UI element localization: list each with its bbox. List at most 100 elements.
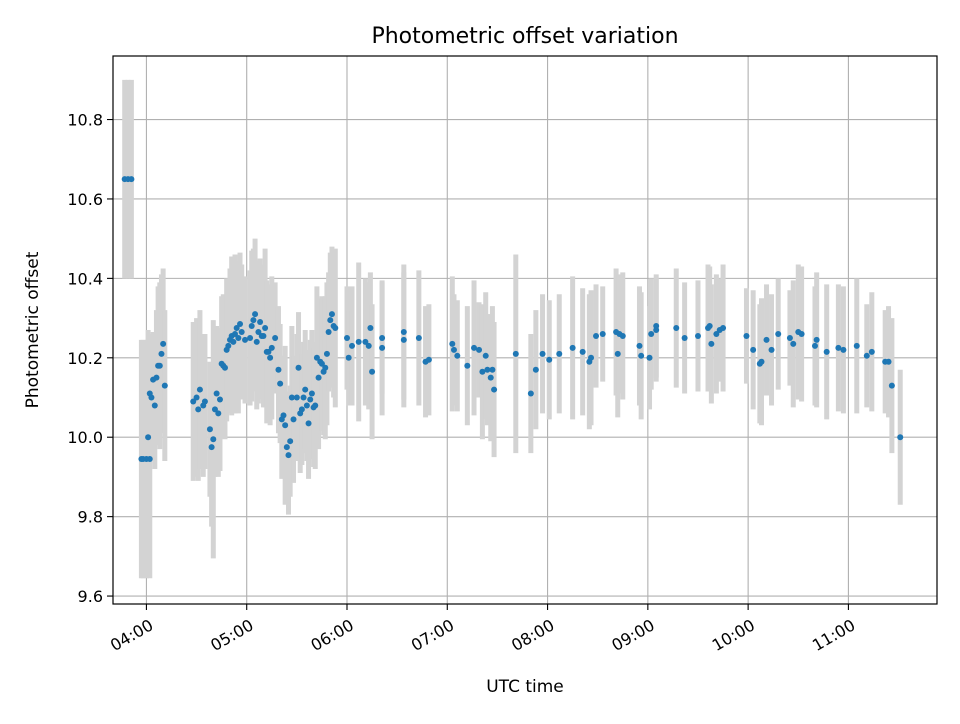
data-point bbox=[302, 386, 309, 393]
data-point bbox=[885, 358, 892, 365]
data-point bbox=[653, 327, 660, 333]
data-point bbox=[532, 366, 539, 373]
data-point bbox=[636, 342, 643, 349]
data-point bbox=[288, 394, 295, 401]
data-point bbox=[365, 342, 372, 349]
data-point bbox=[763, 336, 770, 343]
data-point bbox=[599, 330, 606, 337]
y-tick-label: 10.2 bbox=[67, 349, 103, 368]
data-point bbox=[539, 350, 546, 357]
data-point bbox=[681, 334, 688, 341]
data-point bbox=[379, 344, 386, 351]
data-point bbox=[786, 334, 793, 341]
data-point bbox=[479, 368, 486, 375]
y-tick-label: 10.8 bbox=[67, 111, 103, 130]
data-point bbox=[303, 402, 310, 409]
data-point bbox=[325, 328, 332, 335]
data-point bbox=[272, 334, 279, 341]
data-point bbox=[146, 456, 153, 463]
data-point bbox=[593, 332, 600, 339]
data-point bbox=[233, 325, 240, 332]
data-point bbox=[267, 354, 274, 361]
y-tick-label: 9.8 bbox=[78, 508, 103, 527]
data-point bbox=[156, 362, 163, 369]
data-point bbox=[713, 330, 720, 337]
data-point bbox=[349, 342, 356, 349]
y-tick-label: 10.6 bbox=[67, 190, 103, 209]
data-point bbox=[512, 350, 519, 357]
data-point bbox=[646, 354, 653, 361]
data-point bbox=[588, 354, 595, 361]
data-point bbox=[242, 336, 249, 343]
data-point bbox=[811, 342, 818, 349]
data-point bbox=[673, 325, 680, 332]
data-point bbox=[315, 374, 322, 381]
x-axis-label: UTC time bbox=[486, 677, 564, 697]
data-point bbox=[213, 390, 220, 397]
data-point bbox=[638, 352, 645, 359]
data-point bbox=[758, 358, 765, 365]
y-ticks: 9.6 9.8 10.0 10.2 10.4 10.6 10.8 bbox=[67, 111, 113, 606]
data-point bbox=[813, 336, 820, 343]
data-point bbox=[706, 323, 713, 330]
data-point bbox=[332, 325, 339, 332]
data-point bbox=[257, 319, 264, 326]
data-point bbox=[221, 364, 228, 371]
data-point bbox=[546, 356, 553, 363]
data-point bbox=[798, 330, 805, 337]
data-point bbox=[476, 346, 483, 353]
data-point bbox=[232, 330, 239, 337]
data-point bbox=[206, 426, 213, 433]
data-point bbox=[425, 356, 432, 363]
data-point bbox=[743, 332, 750, 339]
data-point bbox=[835, 344, 842, 351]
data-point bbox=[491, 386, 498, 393]
data-point bbox=[415, 334, 422, 341]
data-point bbox=[215, 410, 222, 417]
data-point bbox=[262, 325, 269, 332]
data-point bbox=[300, 394, 307, 401]
data-point bbox=[343, 334, 350, 341]
data-point bbox=[355, 338, 362, 345]
data-point bbox=[151, 402, 158, 409]
data-point bbox=[400, 336, 407, 343]
data-point bbox=[190, 398, 197, 405]
data-point bbox=[318, 360, 325, 367]
y-tick-label: 10.4 bbox=[67, 269, 103, 288]
data-point bbox=[708, 340, 715, 347]
data-point bbox=[247, 334, 254, 341]
data-point bbox=[196, 386, 203, 393]
data-point bbox=[345, 354, 352, 361]
data-point bbox=[897, 434, 904, 441]
data-point bbox=[379, 334, 386, 341]
data-point bbox=[211, 406, 218, 413]
axes-frame bbox=[112, 55, 938, 605]
data-point bbox=[260, 332, 267, 339]
data-point bbox=[823, 348, 830, 355]
data-point bbox=[308, 390, 315, 397]
chart-title: Photometric offset variation bbox=[371, 24, 678, 49]
data-point bbox=[323, 350, 330, 357]
data-point bbox=[208, 444, 215, 451]
data-point bbox=[290, 416, 297, 423]
y-tick-label: 9.6 bbox=[78, 587, 103, 606]
data-point bbox=[853, 342, 860, 349]
data-point bbox=[235, 334, 242, 341]
data-point bbox=[201, 398, 208, 405]
data-point bbox=[275, 366, 282, 373]
data-point bbox=[307, 396, 314, 403]
data-point bbox=[464, 362, 471, 369]
data-point bbox=[287, 438, 294, 445]
data-point bbox=[449, 340, 456, 347]
data-point bbox=[237, 321, 244, 328]
data-point bbox=[293, 394, 300, 401]
data-point bbox=[282, 422, 289, 429]
data-point bbox=[160, 340, 167, 347]
data-point bbox=[195, 406, 202, 413]
data-point bbox=[579, 348, 586, 355]
data-point bbox=[283, 444, 290, 451]
data-point bbox=[694, 332, 701, 339]
data-point bbox=[253, 338, 260, 345]
data-point bbox=[720, 325, 727, 332]
data-point bbox=[888, 382, 895, 389]
